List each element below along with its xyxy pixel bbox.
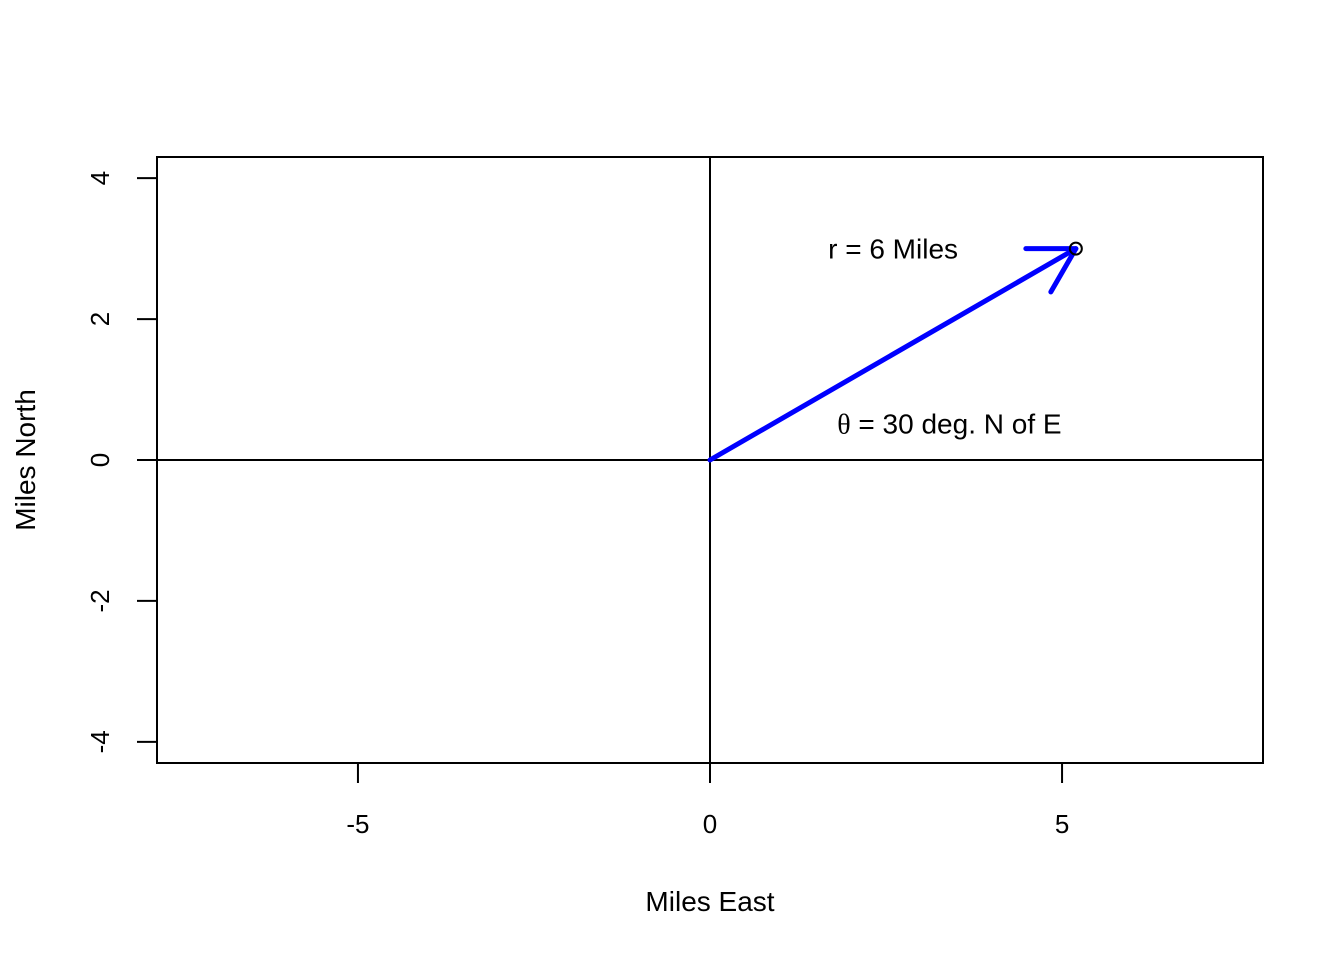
y-axis: -4 -2 0 2 4 <box>85 171 157 753</box>
y-tick-label: -2 <box>85 589 115 612</box>
x-axis: -5 0 5 <box>346 763 1069 839</box>
data-points <box>1068 241 1083 256</box>
y-tick-label: 4 <box>85 171 115 185</box>
y-tick-label: 0 <box>85 453 115 467</box>
angle-text: = 30 deg. N of E <box>851 408 1062 439</box>
theta-symbol: θ <box>837 409 850 440</box>
x-tick-label: 0 <box>703 809 717 839</box>
arrow-shaft <box>707 246 1079 463</box>
annotations: r = 6 Miles θ = 30 deg. N of E <box>828 234 1061 441</box>
y-tick-label: 2 <box>85 312 115 326</box>
x-axis-title: Miles East <box>645 886 774 917</box>
x-tick-label: 5 <box>1055 809 1069 839</box>
angle-annotation: θ = 30 deg. N of E <box>837 408 1061 440</box>
x-tick-label: -5 <box>346 809 369 839</box>
arrow-head <box>1023 246 1079 295</box>
data-point <box>1068 241 1083 256</box>
magnitude-annotation: r = 6 Miles <box>828 234 958 265</box>
y-tick-label: -4 <box>85 730 115 753</box>
vector-arrow <box>707 246 1079 463</box>
y-axis-title: Miles North <box>10 389 41 531</box>
